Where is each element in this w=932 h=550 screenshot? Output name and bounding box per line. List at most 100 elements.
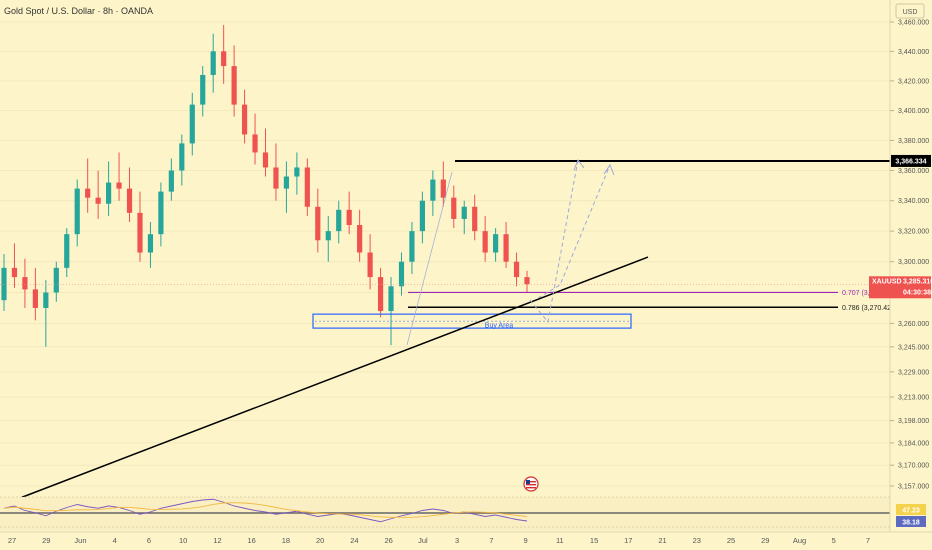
candle[interactable] (398, 252, 405, 296)
candle[interactable] (294, 152, 300, 195)
candle[interactable] (252, 113, 258, 165)
price-axis-panel[interactable] (890, 0, 932, 550)
candle[interactable] (158, 182, 164, 247)
candle[interactable] (221, 24, 227, 84)
candle[interactable] (95, 170, 101, 219)
candle[interactable] (325, 215, 331, 262)
candle[interactable] (189, 92, 195, 156)
candle-body (388, 286, 394, 312)
candle[interactable] (367, 234, 373, 290)
candle[interactable] (85, 158, 91, 213)
time-tick-label: 5 (832, 536, 836, 545)
price-tick-label: 3,198.000 (898, 418, 929, 425)
candle-body (53, 267, 59, 293)
candle[interactable] (273, 143, 279, 201)
time-tick-label: 17 (624, 536, 632, 545)
candle[interactable] (451, 185, 457, 229)
candle-body (64, 234, 70, 268)
time-tick-label: 12 (213, 536, 221, 545)
candle[interactable] (126, 167, 133, 222)
candle-body (398, 261, 405, 287)
candle[interactable] (64, 228, 70, 278)
candle[interactable] (241, 89, 248, 144)
candle[interactable] (440, 161, 446, 207)
candle-body (43, 292, 49, 308)
candle[interactable] (346, 191, 352, 235)
resistance-price-tag[interactable] (891, 154, 931, 167)
candle[interactable] (43, 280, 49, 347)
candle[interactable] (116, 152, 122, 201)
projection-path (529, 159, 579, 324)
price-tick-label: 3,213.000 (898, 394, 929, 401)
price-tick-label: 3,184.000 (898, 440, 929, 447)
time-tick-label: 6 (147, 536, 151, 545)
candle[interactable] (1, 254, 7, 312)
candle[interactable] (262, 128, 269, 177)
candle[interactable] (22, 258, 28, 308)
candle[interactable] (210, 33, 216, 93)
current-price-tag[interactable] (869, 276, 931, 299)
candle-body (221, 51, 227, 67)
candle-body (461, 206, 467, 219)
candle[interactable] (304, 158, 310, 216)
trendline[interactable] (21, 256, 649, 498)
candle[interactable] (11, 243, 18, 288)
rsi-ma-tag (896, 516, 926, 527)
candle[interactable] (503, 221, 509, 268)
countdown-label: 04:30:38 (903, 289, 931, 296)
currency-button[interactable] (895, 3, 925, 19)
candle[interactable] (493, 228, 499, 262)
candle[interactable] (32, 267, 38, 321)
rsi-line (3, 498, 528, 523)
candle[interactable] (461, 200, 467, 235)
candle[interactable] (336, 200, 342, 244)
candle[interactable] (315, 188, 321, 253)
candle[interactable] (513, 252, 520, 287)
us-flag-icon[interactable] (523, 476, 539, 492)
price-tick-label: 3,440.000 (898, 49, 929, 56)
candle[interactable] (137, 191, 143, 262)
candle[interactable] (472, 194, 478, 241)
candle[interactable] (388, 277, 394, 346)
candle-body (513, 261, 520, 278)
candle-body (304, 167, 310, 207)
fib-786-label: 0.786 (3,270.423) (842, 305, 897, 312)
candle[interactable] (74, 179, 80, 247)
candle[interactable] (419, 191, 425, 244)
candle-body (168, 170, 174, 192)
rsi-ma-line (3, 502, 528, 518)
candle[interactable] (106, 161, 112, 216)
candle[interactable] (357, 209, 363, 262)
candle-body (451, 197, 457, 219)
candle[interactable] (377, 267, 384, 318)
candle[interactable] (179, 134, 185, 186)
time-tick-label: 9 (524, 536, 528, 545)
time-tick-label: 29 (761, 536, 769, 545)
price-tick-label: 3,360.000 (898, 168, 929, 175)
candle-body (179, 143, 185, 171)
candle-body (357, 225, 363, 253)
time-tick-label: 25 (727, 536, 735, 545)
candle[interactable] (430, 170, 436, 216)
candle[interactable] (53, 261, 59, 302)
candle[interactable] (482, 215, 488, 262)
candle[interactable] (200, 66, 206, 117)
candle-body (377, 277, 384, 312)
candle-body (440, 179, 446, 198)
candle-body (210, 51, 216, 75)
candle[interactable] (283, 161, 290, 213)
candle[interactable] (147, 221, 154, 268)
candle-body (200, 74, 206, 105)
price-tick-label: 3,400.000 (898, 108, 929, 115)
rsi-value-label: 47.23 (902, 508, 920, 515)
candle-body (158, 191, 164, 235)
price-tick-label: 3,300.000 (898, 259, 929, 266)
candle[interactable] (231, 45, 237, 117)
candle[interactable] (409, 221, 415, 274)
candle[interactable] (524, 270, 530, 293)
candle[interactable] (168, 158, 174, 201)
candle-body (137, 212, 143, 253)
buy-area-box[interactable] (312, 313, 632, 329)
